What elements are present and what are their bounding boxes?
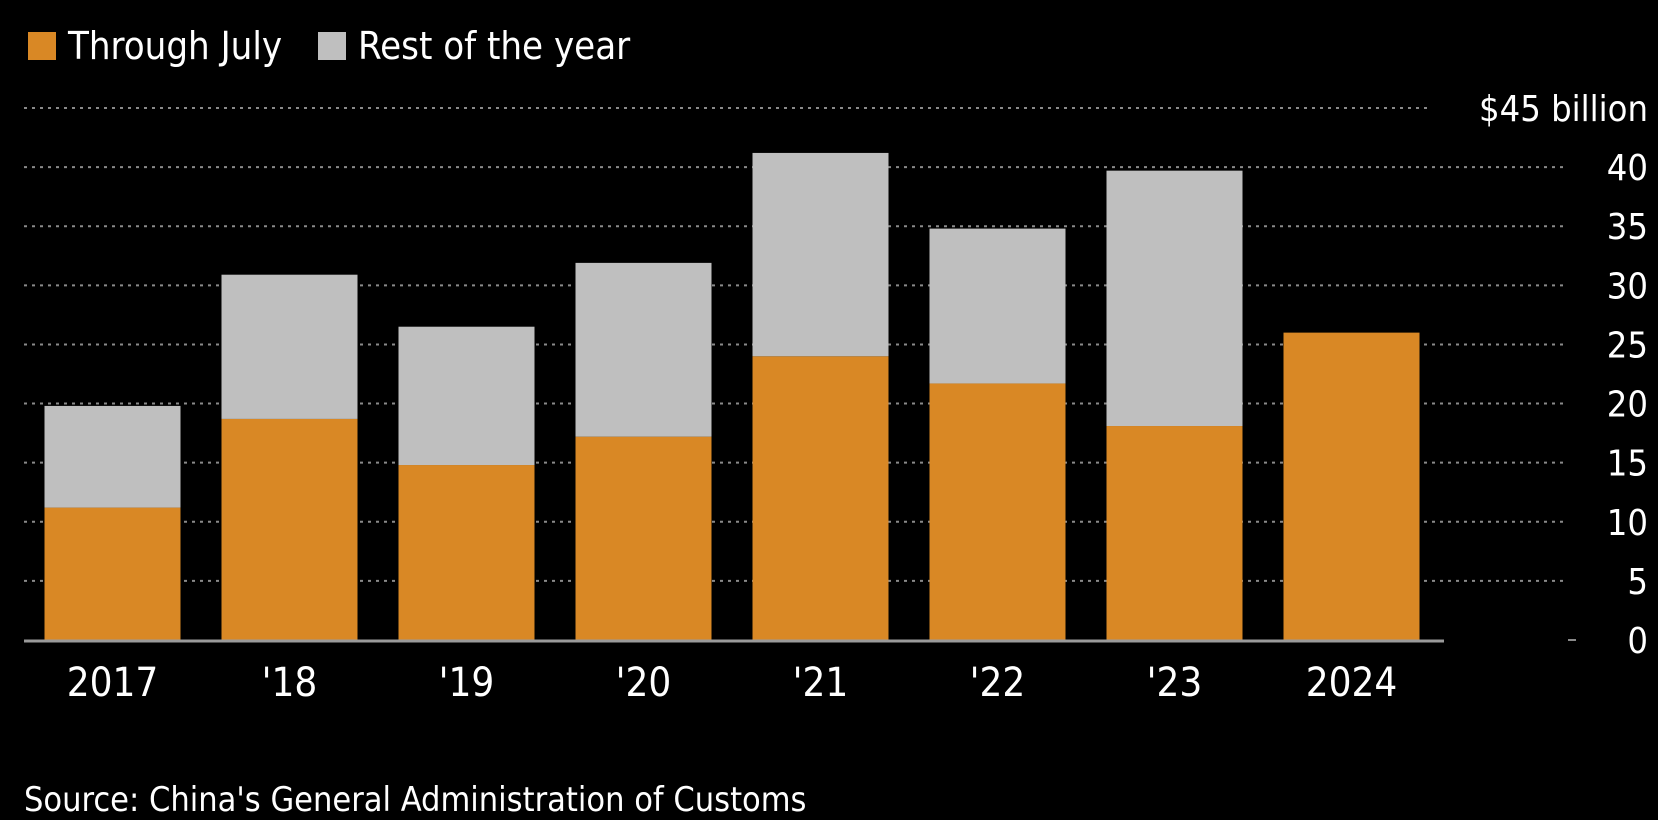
bar-rest-of-year-23	[1106, 170, 1243, 427]
bar-through-july-18	[221, 418, 358, 640]
x-tick-label: '22	[970, 660, 1026, 706]
x-tick-label: 2024	[1306, 660, 1398, 706]
y-tick-label: 25	[1607, 325, 1648, 366]
x-tick-label: 2017	[67, 660, 159, 706]
legend-item-rest-of-year: Rest of the year	[318, 22, 630, 70]
y-tick-label: 15	[1607, 444, 1648, 485]
source-note: Source: China's General Administration o…	[24, 780, 807, 820]
bar-rest-of-year-21	[752, 152, 889, 357]
legend-label-rest-of-year: Rest of the year	[358, 24, 631, 68]
legend: Through July Rest of the year	[28, 22, 666, 70]
bar-through-july-23	[1106, 426, 1243, 640]
bar-through-july-22	[929, 383, 1066, 640]
tick-labels: 0 5 10 15 20 25 30 35 40 $45 billion 2017 '18 '19 '20…	[67, 89, 1648, 706]
bar-rest-of-year-22	[929, 228, 1066, 384]
y-tick-label: 5	[1627, 562, 1648, 603]
bar-rest-of-year-20	[575, 262, 712, 437]
y-tick-label: 20	[1607, 385, 1648, 426]
y-tick-label: $45 billion	[1479, 89, 1648, 130]
x-tick-label: '20	[616, 660, 672, 706]
legend-swatch-rest-of-year	[318, 32, 347, 60]
legend-swatch-through-july	[28, 32, 56, 60]
y-tick-label: 35	[1607, 207, 1648, 248]
bar-through-july-19	[398, 465, 535, 640]
y-tick-label: 10	[1607, 503, 1648, 544]
x-tick-label: '21	[793, 660, 849, 706]
bar-rest-of-year-2017	[44, 405, 181, 508]
bar-through-july-20	[575, 436, 712, 640]
x-tick-label: '18	[262, 660, 318, 706]
x-tick-label: '23	[1147, 660, 1203, 706]
y-tick-label: 30	[1607, 266, 1648, 307]
y-tick-label: 40	[1607, 148, 1648, 189]
bar-through-july-2017	[44, 507, 181, 640]
legend-item-through-july: Through July	[28, 22, 282, 70]
bar-rest-of-year-19	[398, 326, 535, 466]
x-tick-label: '19	[439, 660, 495, 706]
bar-through-july-21	[752, 356, 889, 640]
bars	[44, 152, 1420, 640]
y-tick-label: 0	[1627, 621, 1648, 662]
bar-rest-of-year-18	[221, 274, 358, 419]
bar-through-july-2024	[1283, 332, 1420, 640]
legend-label-through-july: Through July	[68, 24, 283, 68]
